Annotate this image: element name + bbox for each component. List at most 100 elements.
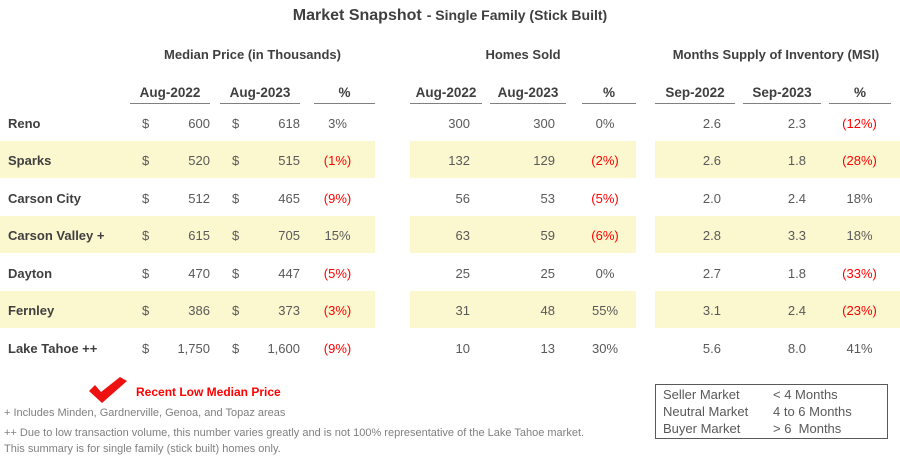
group-header-msi: Months Supply of Inventory (MSI) [672,47,880,62]
dollar-sign: $ [232,340,240,356]
homes-sold-aug-2023: 13 [540,340,555,356]
msi-block: 2.8 3.3 18% [655,215,900,253]
median-price-block: Lake Tahoe ++ $ 1,750 $ 1,600 (9%) [0,328,375,366]
homes-sold-change-pct: 0% [595,115,615,131]
homes-sold-aug-2022: 10 [455,340,470,356]
median-price-aug-2022: 600 [188,115,210,131]
table-row: Sparks $ 520 $ 515 (1%) 132 129 (2%) 2.6… [0,140,900,178]
dollar-sign: $ [232,303,240,319]
region-name: Carson City [8,190,81,206]
msi-sep-2022: 3.1 [702,303,721,319]
msi-change-pct: (28%) [842,153,877,169]
msi-block: 2.7 1.8 (33%) [655,253,900,291]
dollar-sign: $ [142,115,150,131]
msi-block: 2.0 2.4 18% [655,178,900,216]
group-header-median-price: Median Price (in Thousands) [164,47,341,62]
msi-change-pct: (23%) [842,303,877,319]
homes-sold-aug-2023: 300 [533,115,555,131]
msi-sep-2022: 2.6 [702,153,721,169]
homes-sold-block: 300 300 0% [410,103,636,141]
median-price-block: Carson Valley + $ 615 $ 705 15% [0,215,375,253]
median-price-change-pct: (5%) [323,265,352,281]
median-price-aug-2022: 386 [188,303,210,319]
homes-sold-aug-2022: 132 [448,153,470,169]
median-price-change-pct: 15% [324,228,351,244]
page-title-main: Market Snapshot [292,7,422,24]
homes-sold-block: 25 25 0% [410,253,636,291]
msi-sep-2022: 2.7 [702,265,721,281]
msi-sep-2022: 2.6 [702,115,721,131]
region-name: Lake Tahoe ++ [8,340,98,356]
dollar-sign: $ [142,190,150,206]
msi-change-pct: 18% [846,190,873,206]
legend-seller-market-label: Seller Market [663,387,740,402]
dollar-sign: $ [232,228,240,244]
msi-sep-2023: 2.4 [787,190,806,206]
legend-neutral-market-value: 4 to 6 Months [773,404,852,419]
median-price-aug-2023: 373 [278,303,300,319]
dollar-sign: $ [232,115,240,131]
footnote-carson-valley: + Includes Minden, Gardnerville, Genoa, … [4,407,286,419]
col-header-msi-sep-2023: Sep-2023 [743,84,821,104]
market-type-legend-box: Seller Market < 4 Months Neutral Market … [655,384,888,439]
region-name: Reno [8,115,41,131]
msi-sep-2023: 2.3 [787,115,806,131]
msi-change-pct: 41% [846,340,873,356]
legend-buyer-market-value: > 6 Months [773,421,842,436]
region-name: Fernley [8,303,55,319]
dollar-sign: $ [142,303,150,319]
msi-sep-2023: 2.4 [787,303,806,319]
column-group-headers: Median Price (in Thousands) Homes Sold M… [0,47,900,63]
median-price-aug-2023: 465 [278,190,300,206]
median-price-change-pct: (3%) [323,303,352,319]
median-price-aug-2023: 1,600 [267,340,300,356]
median-price-change-pct: 3% [328,115,347,131]
legend-neutral-market-label: Neutral Market [663,404,749,419]
msi-block: 2.6 1.8 (28%) [655,140,900,178]
msi-block: 3.1 2.4 (23%) [655,290,900,328]
median-price-aug-2022: 512 [188,190,210,206]
median-price-block: Sparks $ 520 $ 515 (1%) [0,140,375,178]
homes-sold-aug-2023: 59 [540,228,555,244]
table-row: Dayton $ 470 $ 447 (5%) 25 25 0% 2.7 1.8 [0,253,900,291]
check-legend: Recent Low Median Price [88,377,281,403]
median-price-aug-2023: 618 [278,115,300,131]
check-legend-label: Recent Low Median Price [136,385,281,399]
group-header-homes-sold: Homes Sold [485,47,561,62]
msi-sep-2023: 8.0 [787,340,806,356]
msi-sep-2022: 2.0 [702,190,721,206]
dollar-sign: $ [142,153,150,169]
table-row: Carson Valley + $ 615 $ 705 15% 63 59 (6… [0,215,900,253]
homes-sold-aug-2023: 25 [540,265,555,281]
homes-sold-block: 63 59 (6%) [410,215,636,253]
table-row: Reno $ 600 $ 618 3% 300 300 0% 2.6 2.3 [0,103,900,141]
col-header-median-aug-2022: Aug-2022 [130,84,210,104]
homes-sold-aug-2023: 53 [540,190,555,206]
homes-sold-block: 31 48 55% [410,290,636,328]
homes-sold-change-pct: (6%) [591,228,619,244]
table-row: Carson City $ 512 $ 465 (9%) 56 53 (5%) … [0,178,900,216]
region-name: Sparks [8,153,52,169]
msi-sep-2023: 3.3 [787,228,806,244]
col-header-sold-aug-2022: Aug-2022 [410,84,482,104]
legend-seller-market-value: < 4 Months [773,387,838,402]
median-price-change-pct: (9%) [323,340,352,356]
region-name: Dayton [8,265,53,281]
median-price-aug-2022: 470 [188,265,210,281]
col-header-msi-sep-2022: Sep-2022 [655,84,735,104]
footnote-lake-tahoe: ++ Due to low transaction volume, this n… [4,427,585,439]
dollar-sign: $ [232,153,240,169]
region-name: Carson Valley + [8,228,105,244]
msi-sep-2023: 1.8 [787,153,806,169]
homes-sold-aug-2022: 31 [455,303,470,319]
homes-sold-block: 56 53 (5%) [410,178,636,216]
median-price-block: Fernley $ 386 $ 373 (3%) [0,290,375,328]
homes-sold-aug-2022: 300 [448,115,470,131]
table-row: Fernley $ 386 $ 373 (3%) 31 48 55% 3.1 2… [0,290,900,328]
homes-sold-aug-2022: 63 [455,228,470,244]
median-price-block: Reno $ 600 $ 618 3% [0,103,375,141]
col-header-msi-pct: % [829,84,891,104]
median-price-aug-2023: 705 [278,228,300,244]
median-price-block: Carson City $ 512 $ 465 (9%) [0,178,375,216]
col-header-median-aug-2023: Aug-2023 [220,84,300,104]
